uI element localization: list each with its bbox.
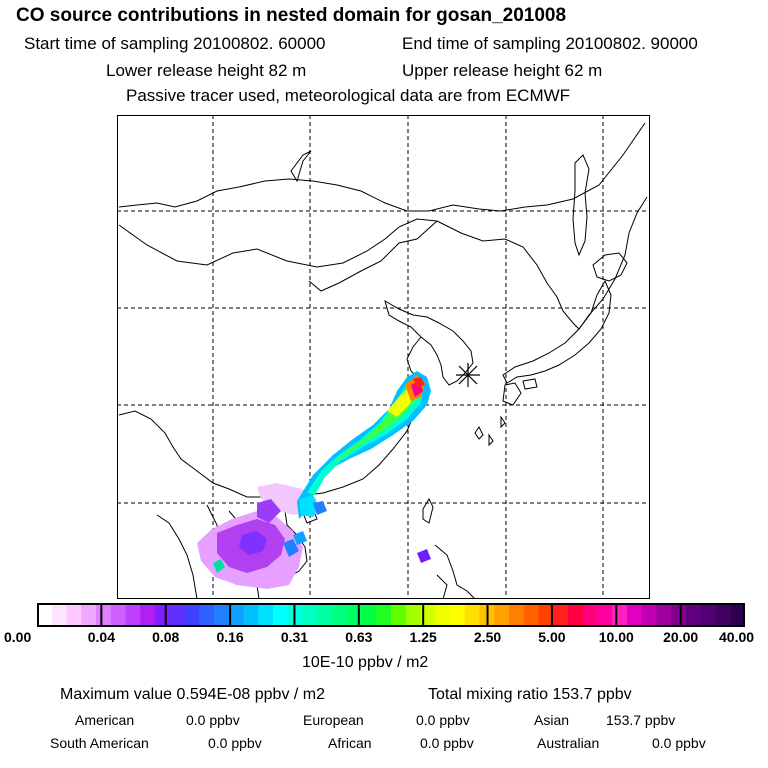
colorbar-tick-label: 0.63 [345,629,373,645]
lower-release-height-label: Lower release height 82 m [106,61,307,80]
colorbar-tick-label: 0.16 [216,629,244,645]
colorbar-frame [37,603,745,627]
colorbar-cell [597,603,613,627]
colorbar-cell [140,603,156,627]
total-mixing-ratio-label: Total mixing ratio 153.7 ppbv [428,686,632,703]
maximum-value-label: Maximum value 0.594E-08 ppbv / m2 [60,686,326,703]
region-value-asian: 153.7 ppbv [606,712,676,728]
region-value-african: 0.0 ppbv [420,735,474,751]
colorbar-cell [671,603,687,627]
region-value-american: 0.0 ppbv [186,712,240,728]
colorbar-tick-label: 0.31 [280,629,309,645]
colorbar-cell [214,603,230,627]
colorbar-cell [391,603,407,627]
colorbar-cell [361,603,377,627]
colorbar-cell [51,603,67,627]
colorbar-cell [656,603,672,627]
colorbar-cell [568,603,584,627]
tracer-note: Passive tracer used, meteorological data… [126,86,571,105]
colorbar-tick-label: 10.00 [598,629,634,645]
colorbar [37,603,745,627]
colorbar-cell [155,603,171,627]
colorbar-cell [582,603,598,627]
region-name-european: European [303,712,364,728]
region-value-south-american: 0.0 ppbv [208,735,262,751]
plume-south-spot [213,559,225,573]
colorbar-cell [199,603,215,627]
plume-pearl-river-2 [313,501,327,515]
region-value-european: 0.0 ppbv [416,712,470,728]
colorbar-tick-label: 5.00 [538,629,566,645]
plume-source-red [413,377,425,387]
colorbar-cell [612,603,628,627]
region-name-african: African [328,735,372,751]
colorbar-cell [715,603,731,627]
colorbar-cell [332,603,348,627]
start-time-label: Start time of sampling 20100802. 60000 [24,34,326,53]
map-panel [117,115,650,599]
plume-field [197,371,431,589]
colorbar-cell [228,603,244,627]
colorbar-cell [494,603,510,627]
colorbar-cell [317,603,333,627]
colorbar-cell [169,603,185,627]
receptor-asterisk-icon [456,363,480,387]
colorbar-cell [700,603,716,627]
region-name-american: American [75,712,135,728]
colorbar-cell [509,603,525,627]
colorbar-cell [125,603,141,627]
plot-title: CO source contributions in nested domain… [16,5,567,26]
colorbar-units: 10E-10 ppbv / m2 [302,654,429,671]
upper-release-height-label: Upper release height 62 m [402,61,603,80]
region-name-australian: Australian [537,735,600,751]
colorbar-cell [258,603,274,627]
colorbar-cell [405,603,421,627]
colorbar-cell [37,603,53,627]
region-name-asian: Asian [534,712,570,728]
colorbar-cell [523,603,539,627]
colorbar-cell [302,603,318,627]
colorbar-tick-label: 2.50 [473,629,502,645]
plume-mid-low [257,499,281,523]
end-time-label: End time of sampling 20100802. 90000 [402,34,698,53]
plume-pearl-river [299,495,319,517]
colorbar-cell [464,603,480,627]
colorbar-cell [96,603,112,627]
colorbar-tick-label: 0.04 [87,629,115,645]
colorbar-cell [243,603,259,627]
colorbar-cell [420,603,436,627]
colorbar-cell [435,603,451,627]
colorbar-cell [553,603,569,627]
colorbar-cell [81,603,97,627]
colorbar-cell [538,603,554,627]
graticule [117,115,650,599]
colorbar-cell [627,603,643,627]
region-name-south-american: South American [50,735,149,751]
colorbar-cell [66,603,82,627]
region-value-australian: 0.0 ppbv [652,735,706,751]
colorbar-cell [273,603,289,627]
map-frame [117,115,650,599]
colorbar-cell [730,603,745,627]
colorbar-tick-label: 0.08 [152,629,180,645]
colorbar-cell [450,603,466,627]
colorbar-tick-label: 1.25 [409,629,437,645]
colorbar-cell [110,603,126,627]
plume-south-spot-2 [283,539,299,557]
colorbar-cell [184,603,200,627]
colorbar-tick-label: 40.00 [719,629,755,645]
plume-low-patch [239,531,267,555]
plume-east-speck [417,549,431,563]
colorbar-cell [376,603,392,627]
colorbar-tick-label: 20.00 [663,629,699,645]
plume-coast-south [293,531,307,545]
colorbar-cell [686,603,702,627]
colorbar-cell [641,603,657,627]
colorbar-tick-label: 0.00 [4,629,32,645]
